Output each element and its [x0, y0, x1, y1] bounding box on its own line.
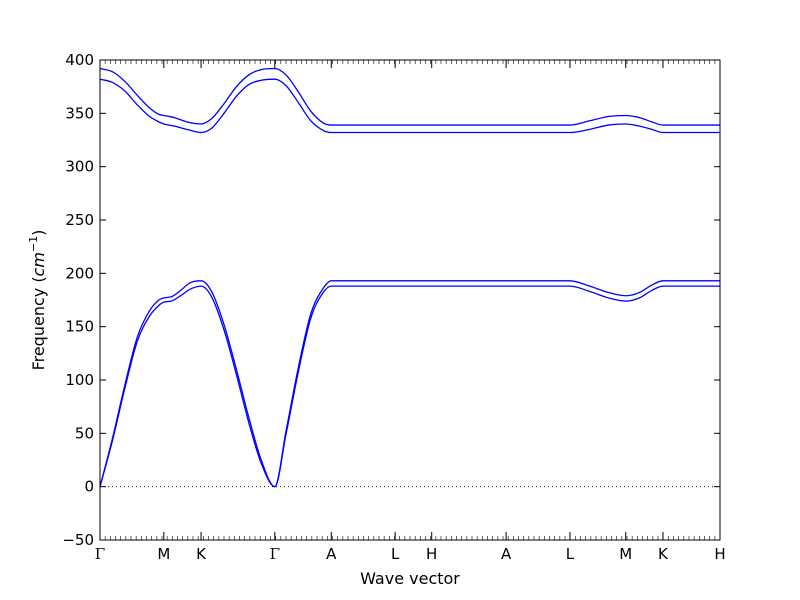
y-axis-title-exponent: −1 — [27, 236, 40, 252]
x-tick-label: K — [196, 545, 207, 563]
x-tick-label: H — [426, 545, 437, 563]
x-tick-label: K — [658, 545, 669, 563]
y-axis-title: Frequency (cm−1) — [27, 230, 48, 371]
x-tick-label: H — [714, 545, 725, 563]
plot-frame — [99, 59, 721, 541]
phonon-branch-2 — [99, 285, 720, 488]
y-tick-label: 350 — [65, 104, 94, 122]
y-tick-label: −50 — [62, 531, 94, 549]
minor-ticks-layer — [99, 60, 721, 540]
y-tick-label: 100 — [65, 371, 94, 389]
x-tick-label: L — [391, 545, 400, 563]
y-tick-label: 400 — [65, 51, 94, 69]
x-tick-label: A — [326, 545, 337, 563]
x-tick-label: Γ — [95, 545, 105, 563]
phonon-branch-3 — [99, 67, 720, 126]
x-tick-label: M — [157, 545, 170, 563]
y-tick-label: 200 — [65, 264, 94, 282]
x-tick-label: Γ — [270, 545, 280, 563]
y-axis-title-unit: cm — [29, 252, 48, 276]
y-tick-label: 0 — [84, 478, 94, 496]
x-tick-label: L — [566, 545, 575, 563]
x-tick-label: A — [501, 545, 512, 563]
y-axis-title-close: ) — [29, 230, 48, 236]
y-tick-label: 300 — [65, 158, 94, 176]
y-axis: −50 0 50 100 150 200 250 300 350 400 — [62, 51, 720, 549]
x-tick-label: M — [619, 545, 632, 563]
y-axis-title-text: Frequency ( — [29, 276, 48, 370]
series-layer — [99, 67, 720, 488]
x-axis-title: Wave vector — [360, 569, 460, 588]
phonon-branch-4 — [99, 78, 720, 134]
y-tick-label: 250 — [65, 211, 94, 229]
y-tick-label: 150 — [65, 318, 94, 336]
y-tick-label: 50 — [75, 424, 94, 442]
